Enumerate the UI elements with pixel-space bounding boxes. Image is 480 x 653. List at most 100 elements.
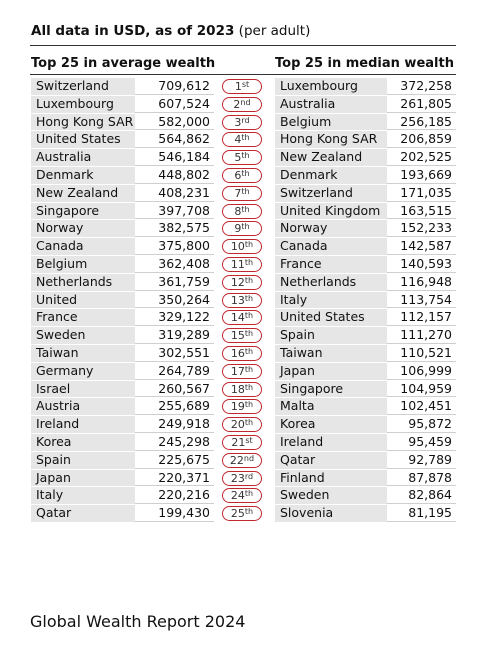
rank-suffix: th	[244, 293, 254, 303]
country-cell: Norway	[275, 220, 387, 238]
rank-badge: 20th	[222, 417, 262, 433]
rank-suffix: th	[241, 186, 250, 196]
rank-number: 6	[234, 169, 242, 182]
rank-badge: 12th	[222, 274, 262, 290]
country-cell: Luxembourg	[275, 78, 387, 95]
country-cell: Sweden	[275, 487, 387, 505]
country-cell: Japan	[275, 362, 387, 380]
value-cell: 546,184	[135, 149, 214, 166]
rank-suffix: rd	[241, 115, 250, 125]
rank-badge: 13th	[222, 292, 262, 308]
rank-number: 8	[234, 204, 242, 218]
value-cell: 255,689	[135, 398, 214, 416]
country-cell: Qatar	[31, 505, 135, 522]
value-cell: 113,754	[387, 291, 456, 309]
value-cell: 260,567	[135, 380, 214, 398]
rank-badge: 6th	[222, 168, 262, 183]
value-cell: 199,430	[135, 505, 214, 522]
country-cell: New Zealand	[275, 149, 387, 166]
rank-badge: 15th	[222, 328, 262, 344]
header: All data in USD, as of 2023 (per adult)	[31, 23, 310, 39]
rank-number: 15	[230, 329, 245, 343]
rank-number: 14	[230, 311, 245, 325]
country-cell: Malta	[275, 398, 387, 416]
country-cell: Australia	[31, 149, 135, 166]
country-cell: Italy	[31, 487, 135, 505]
rank-badge: 5th	[222, 150, 262, 166]
rank-badge: 3rd	[222, 114, 262, 130]
value-cell: 102,451	[387, 398, 456, 416]
country-cell: Spain	[275, 327, 387, 344]
country-cell: Hong Kong SAR	[275, 131, 387, 149]
country-cell: Korea	[31, 434, 135, 451]
country-cell: Taiwan	[31, 345, 135, 362]
value-cell: 95,872	[387, 416, 456, 433]
value-cell: 264,789	[135, 362, 214, 380]
country-cell: Italy	[275, 291, 387, 309]
value-cell: 193,669	[387, 167, 456, 184]
country-cell: Finland	[275, 469, 387, 487]
rank-suffix: th	[244, 347, 254, 356]
rank-number: 1	[234, 80, 242, 93]
country-cell: Ireland	[31, 416, 135, 433]
rank-number: 13	[230, 293, 245, 307]
value-cell: 140,593	[387, 256, 456, 273]
rank-badge: 8th	[222, 203, 262, 219]
value-cell: 220,371	[135, 469, 214, 487]
rank-badge: 14th	[222, 310, 262, 326]
country-cell: Denmark	[275, 167, 387, 184]
rank-badge: 1st	[222, 79, 262, 94]
rank-suffix: st	[245, 436, 253, 445]
country-cell: Ireland	[275, 434, 387, 451]
footer: Global Wealth Report 2024	[30, 612, 246, 631]
value-cell: 81,195	[387, 505, 456, 522]
rank-badge: 16th	[222, 346, 262, 361]
value-cell: 329,122	[135, 309, 214, 327]
value-cell: 245,298	[135, 434, 214, 451]
rank-badge: 17th	[222, 363, 262, 379]
rule	[30, 74, 456, 75]
value-cell: 104,959	[387, 380, 456, 398]
country-cell: United Kingdom	[31, 291, 135, 323]
country-cell: Canada	[275, 238, 387, 255]
rank-number: 11	[230, 258, 245, 271]
rank-number: 23	[230, 471, 245, 485]
rank-number: 22	[229, 453, 244, 467]
country-cell: Austria	[31, 398, 135, 416]
left-heading: Top 25 in average wealth	[31, 56, 216, 71]
value-cell: 256,185	[387, 113, 456, 131]
rank-number: 25	[230, 507, 245, 521]
value-cell: 350,264	[135, 291, 214, 309]
value-cell: 111,270	[387, 327, 456, 344]
country-cell: Norway	[31, 220, 135, 238]
rank-suffix: th	[241, 204, 250, 214]
country-cell: Slovenia	[275, 505, 387, 522]
country-cell: Australia	[275, 95, 387, 113]
country-cell: Netherlands	[275, 273, 387, 291]
country-cell: Luxembourg	[31, 95, 135, 113]
value-cell: 319,289	[135, 327, 214, 344]
value-cell: 408,231	[135, 184, 214, 202]
value-cell: 361,759	[135, 273, 214, 291]
rank-suffix: th	[244, 311, 254, 321]
value-cell: 397,708	[135, 202, 214, 220]
rank-number: 4	[234, 133, 242, 147]
country-cell: Singapore	[275, 380, 387, 398]
rank-badge: 7th	[222, 185, 262, 201]
country-cell: Spain	[31, 451, 135, 469]
rule	[30, 45, 456, 46]
right-heading: Top 25 in median wealth	[275, 56, 454, 71]
rank-badge: 25th	[222, 506, 262, 522]
value-cell: 375,800	[135, 238, 214, 255]
country-cell: Singapore	[31, 202, 135, 220]
rank-badge: 19th	[222, 399, 262, 415]
rank-number: 19	[230, 400, 245, 414]
value-cell: 249,918	[135, 416, 214, 433]
value-cell: 261,805	[387, 95, 456, 113]
rank-badge: 21st	[222, 435, 262, 450]
country-cell: United States	[31, 131, 135, 149]
rank-number: 21	[231, 436, 246, 449]
value-cell: 95,459	[387, 434, 456, 451]
rank-badge: 22nd	[222, 452, 262, 468]
